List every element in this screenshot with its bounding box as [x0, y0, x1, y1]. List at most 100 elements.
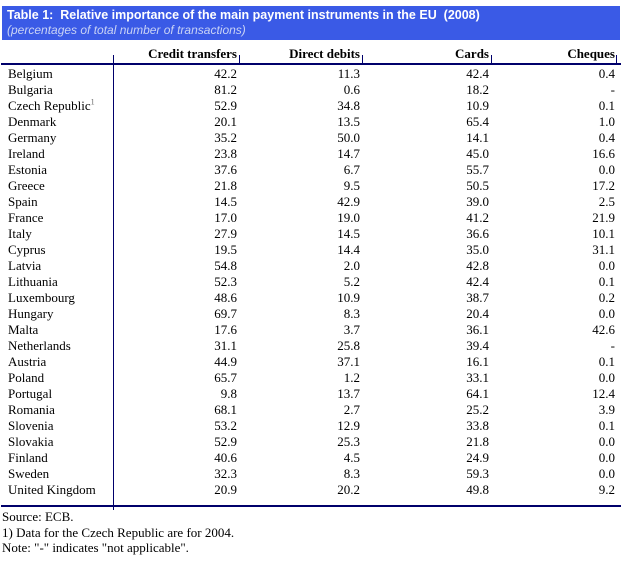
- value-cell: 31.1: [592, 242, 615, 257]
- table-row: Germany 35.2 50.0 14.1 0.4: [0, 130, 618, 146]
- table-row: Netherlands 31.1 25.8 39.4 -: [0, 338, 618, 354]
- column-boundary-tick: [362, 55, 363, 64]
- table-row: Italy 27.9 14.5 36.6 10.1: [0, 226, 618, 242]
- value-cell: 11.3: [337, 66, 360, 81]
- value-cell: 52.3: [214, 274, 237, 289]
- table-row: Latvia 54.8 2.0 42.8 0.0: [0, 258, 618, 274]
- value-cell: 33.8: [466, 418, 489, 433]
- value-cell: 39.0: [466, 194, 489, 209]
- footnote-line: 1) Data for the Czech Republic are for 2…: [2, 524, 235, 540]
- country-name: Cyprus: [8, 242, 46, 257]
- table-row: Cyprus 19.5 14.4 35.0 31.1: [0, 242, 618, 258]
- value-cell: 37.6: [214, 162, 237, 177]
- column-header-direct-debits: Direct debits: [289, 46, 360, 61]
- value-cell: 42.4: [466, 66, 489, 81]
- value-cell: 68.1: [214, 402, 237, 417]
- value-cell: 25.3: [337, 434, 360, 449]
- value-cell: 19.5: [214, 242, 237, 257]
- value-cell: 12.9: [337, 418, 360, 433]
- value-cell: 16.6: [592, 146, 615, 161]
- value-cell: 20.1: [214, 114, 237, 129]
- value-cell: 5.2: [343, 274, 360, 289]
- table-row: Greece 21.8 9.5 50.5 17.2: [0, 178, 618, 194]
- table-row: Bulgaria 81.2 0.6 18.2 -: [0, 82, 618, 98]
- country-name: Luxembourg: [8, 290, 75, 305]
- value-cell: 21.9: [592, 210, 615, 225]
- country-name: Slovakia: [8, 434, 54, 449]
- value-cell: -: [610, 82, 615, 97]
- value-cell: 14.5: [214, 194, 237, 209]
- value-cell: 42.8: [466, 258, 489, 273]
- value-cell: 55.7: [466, 162, 489, 177]
- value-cell: 0.2: [598, 290, 615, 305]
- column-header-credit-transfers: Credit transfers: [148, 46, 237, 61]
- table-row: Luxembourg 48.6 10.9 38.7 0.2: [0, 290, 618, 306]
- country-name: France: [8, 210, 44, 225]
- table-row: Czech Republic1 52.9 34.8 10.9 0.1: [0, 98, 618, 114]
- table-row: Portugal 9.8 13.7 64.1 12.4: [0, 386, 618, 402]
- table-title-band: Table 1: Relative importance of the main…: [2, 6, 620, 40]
- value-cell: 38.7: [466, 290, 489, 305]
- value-cell: 42.6: [592, 322, 615, 337]
- value-cell: 14.7: [337, 146, 360, 161]
- table-row: Belgium 42.2 11.3 42.4 0.4: [0, 66, 618, 82]
- value-cell: 13.5: [337, 114, 360, 129]
- value-cell: 81.2: [214, 82, 237, 97]
- note-line: Note: "-" indicates "not applicable".: [2, 540, 189, 555]
- country-name: Spain: [8, 194, 38, 209]
- table-row: Slovakia 52.9 25.3 21.8 0.0: [0, 434, 618, 450]
- value-cell: 10.9: [466, 98, 489, 113]
- value-cell: 0.0: [598, 306, 615, 321]
- country-name: Finland: [8, 450, 48, 465]
- source-line: Source: ECB.: [2, 509, 74, 524]
- column-header-cards: Cards: [455, 46, 489, 61]
- value-cell: 9.8: [220, 386, 237, 401]
- table-row: Malta 17.6 3.7 36.1 42.6: [0, 322, 618, 338]
- table-subtitle: (percentages of total number of transact…: [7, 23, 246, 37]
- value-cell: 16.1: [466, 354, 489, 369]
- value-cell: 1.0: [598, 114, 615, 129]
- value-cell: 17.6: [214, 322, 237, 337]
- value-cell: 53.2: [214, 418, 237, 433]
- table-row: United Kingdom 20.9 20.2 49.8 9.2: [0, 482, 618, 498]
- table-row: France 17.0 19.0 41.2 21.9: [0, 210, 618, 226]
- country-name: Malta: [8, 322, 39, 337]
- table-row: Spain 14.5 42.9 39.0 2.5: [0, 194, 618, 210]
- value-cell: 3.7: [343, 322, 360, 337]
- value-cell: 14.4: [337, 242, 360, 257]
- header-rule: [1, 63, 621, 65]
- value-cell: 24.9: [466, 450, 489, 465]
- table-row: Hungary 69.7 8.3 20.4 0.0: [0, 306, 618, 322]
- table-row: Denmark 20.1 13.5 65.4 1.0: [0, 114, 618, 130]
- value-cell: 36.1: [466, 322, 489, 337]
- value-cell: 12.4: [592, 386, 615, 401]
- value-cell: 9.2: [598, 482, 615, 497]
- value-cell: 19.0: [337, 210, 360, 225]
- value-cell: 0.1: [598, 98, 615, 113]
- value-cell: 25.8: [337, 338, 360, 353]
- value-cell: 0.0: [598, 370, 615, 385]
- value-cell: 27.9: [214, 226, 237, 241]
- value-cell: 42.2: [214, 66, 237, 81]
- column-boundary-tick: [616, 55, 617, 64]
- country-name: Latvia: [8, 258, 42, 273]
- table-row: Poland 65.7 1.2 33.1 0.0: [0, 370, 618, 386]
- value-cell: 14.5: [337, 226, 360, 241]
- country-name: Ireland: [8, 146, 45, 161]
- value-cell: 0.6: [343, 82, 360, 97]
- value-cell: 39.4: [466, 338, 489, 353]
- value-cell: 23.8: [214, 146, 237, 161]
- value-cell: 52.9: [214, 98, 237, 113]
- value-cell: 50.5: [466, 178, 489, 193]
- value-cell: 18.2: [466, 82, 489, 97]
- country-name: Belgium: [8, 66, 53, 81]
- value-cell: 2.5: [598, 194, 615, 209]
- value-cell: 0.0: [598, 258, 615, 273]
- value-cell: 20.2: [337, 482, 360, 497]
- value-cell: 52.9: [214, 434, 237, 449]
- value-cell: 14.1: [466, 130, 489, 145]
- value-cell: 20.4: [466, 306, 489, 321]
- value-cell: 4.5: [343, 450, 360, 465]
- column-boundary-tick: [491, 55, 492, 64]
